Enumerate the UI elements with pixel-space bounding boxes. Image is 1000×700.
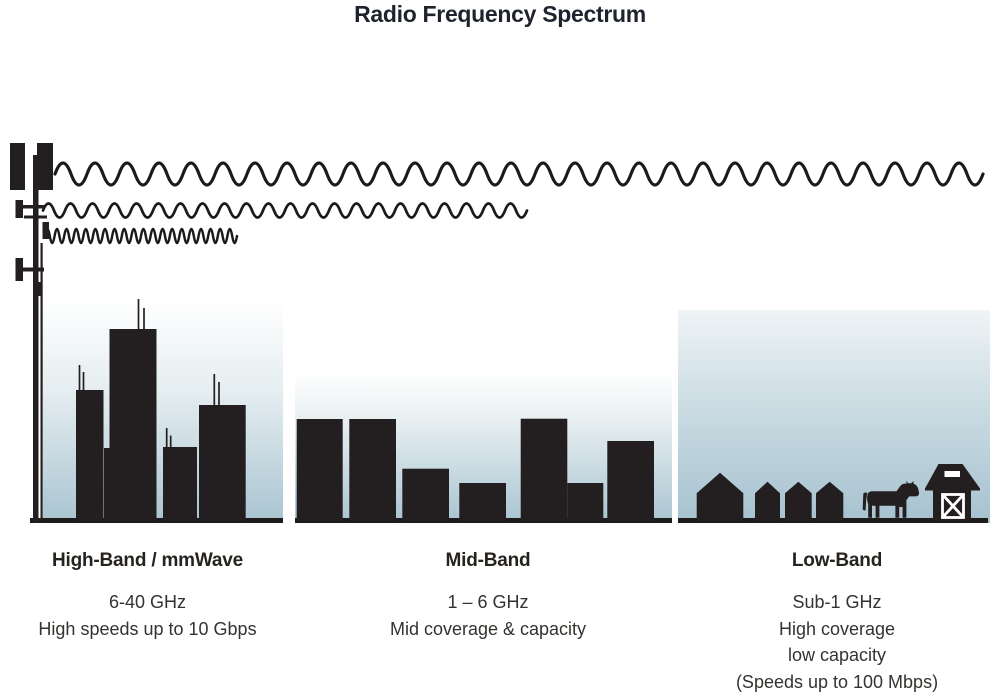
- mid-band-frequency: 1 – 6 GHz: [447, 592, 529, 612]
- band-label-low-band: Low-Band Sub-1 GHz High coverage low cap…: [690, 550, 984, 695]
- cell-tower-icon: [10, 143, 53, 523]
- diagram-title: Radio Frequency Spectrum: [354, 1, 646, 27]
- mid-frequency-wave: [41, 202, 529, 219]
- low-band-frequency: Sub-1 GHz: [792, 592, 882, 612]
- low-band-capacity: low capacity: [787, 645, 887, 665]
- cow-icon: [862, 481, 920, 518]
- midrise-buildings-icon: [296, 418, 654, 521]
- barn-icon: [925, 464, 980, 521]
- low-band-heading: Low-Band: [791, 550, 883, 571]
- city-skyline-icon: [76, 299, 246, 521]
- low-band-coverage: High coverage: [778, 618, 896, 639]
- low-frequency-wave: [53, 161, 985, 187]
- mid-band-description: Mid coverage & capacity: [389, 618, 587, 639]
- band-label-high-band: High-Band / mmWave 6-40 GHz High speeds …: [0, 550, 295, 642]
- band-label-mid-band: Mid-Band 1 – 6 GHz Mid coverage & capaci…: [340, 550, 636, 642]
- high-band-frequency: 6-40 GHz: [108, 592, 187, 612]
- high-band-description: High speeds up to 10 Gbps: [38, 618, 257, 639]
- high-frequency-wave: [43, 227, 239, 245]
- low-band-speed: (Speeds up to 100 Mbps): [735, 671, 939, 692]
- houses-icon: [696, 472, 844, 521]
- high-band-heading: High-Band / mmWave: [52, 550, 243, 571]
- mid-band-heading: Mid-Band: [445, 550, 531, 571]
